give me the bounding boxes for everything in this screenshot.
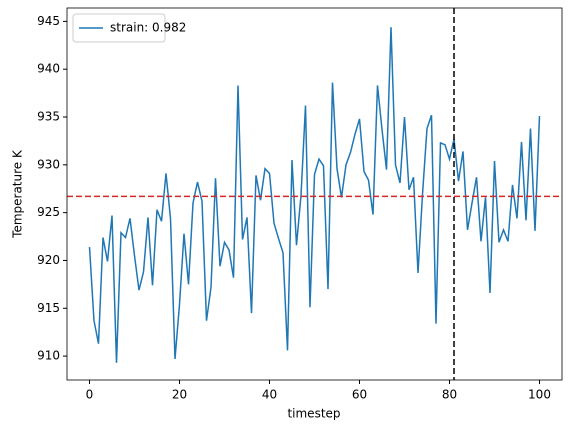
plot-frame (66, 7, 563, 381)
y-tick-label: 945 (37, 14, 60, 28)
y-tick-label: 930 (37, 157, 60, 171)
y-tick-label: 935 (37, 110, 60, 124)
x-tick-label: 60 (352, 388, 367, 402)
x-tick-label: 80 (442, 388, 457, 402)
data-line (88, 27, 541, 363)
x-tick-label: 20 (172, 388, 187, 402)
y-tick-label: 915 (37, 301, 60, 315)
legend-box (72, 13, 166, 43)
y-axis-label: Temperature K (11, 149, 25, 239)
x-axis-label: timestep (287, 407, 340, 421)
x-tick-label: 0 (86, 388, 94, 402)
y-tick-label: 920 (37, 253, 60, 267)
y-tick-label: 940 (37, 62, 60, 76)
legend-label: strain: 0.982 (110, 21, 186, 35)
y-tick-label: 925 (37, 205, 60, 219)
x-tick-label: 40 (262, 388, 277, 402)
y-tick-label: 910 (37, 349, 60, 363)
x-tick-label: 100 (528, 388, 551, 402)
